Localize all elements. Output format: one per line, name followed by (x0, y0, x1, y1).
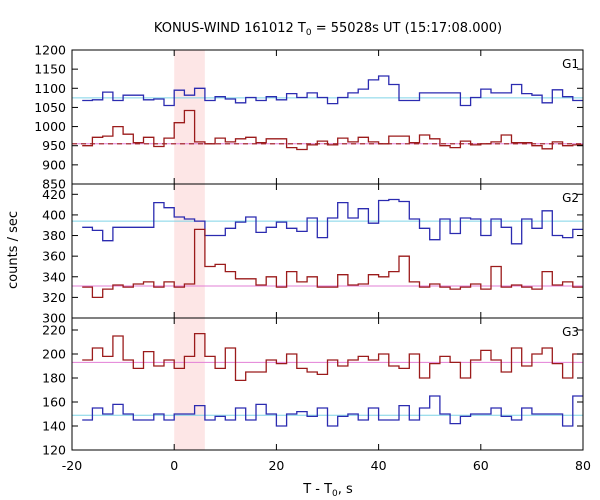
series-g2-0 (82, 198, 583, 245)
panel-label-g1: G1 (562, 57, 579, 71)
x-tick-label: -20 (62, 458, 82, 473)
panel-label-g2: G2 (562, 191, 579, 205)
x-tick-label: 80 (575, 458, 591, 473)
y-tick-label: 1150 (34, 62, 66, 77)
y-tick-label: 320 (42, 290, 66, 305)
y-tick-label: 200 (42, 347, 66, 362)
panel-frame-g2 (71, 183, 584, 319)
series-g2-1 (82, 228, 583, 299)
y-tick-label: 900 (42, 157, 66, 172)
series-g3-1 (82, 395, 583, 427)
title-prefix: KONUS-WIND 161012 T (154, 21, 306, 36)
panel-g1: 850 900 950 1000 1050 1100 1150 1200 G1 (34, 43, 584, 192)
y-tick-label: 1100 (34, 81, 66, 96)
x-tick-label: 40 (371, 458, 387, 473)
y-tick-label: 220 (42, 323, 66, 338)
panel-frame-g1 (71, 49, 584, 185)
y-tick-label: 340 (42, 269, 66, 284)
xlabel-subscript: 0 (332, 489, 338, 499)
y-tick-label: 420 (42, 187, 66, 202)
title-suffix: = 55028s UT (15:17:08.000) (312, 21, 502, 36)
panel-label-g3: G3 (562, 325, 579, 339)
y-tick-label: 400 (42, 207, 66, 222)
y-tick-label: 140 (42, 419, 66, 434)
y-tick-label: 360 (42, 249, 66, 264)
y-tick-label: 160 (42, 395, 66, 410)
panel-g2: 300 320 340 360 380 400 420 G2 (42, 183, 584, 326)
panel-frame-g3 (71, 317, 584, 451)
x-tick-label: 20 (268, 458, 284, 473)
y-tick-label: 380 (42, 228, 66, 243)
title-subscript: 0 (306, 28, 312, 38)
y-tick-label: 180 (42, 371, 66, 386)
y-tick-label: 300 (42, 311, 66, 326)
chart-title: KONUS-WIND 161012 T0 = 55028s UT (15:17:… (154, 21, 502, 38)
x-axis-ticks: -20 0 20 40 60 80 (62, 50, 591, 473)
x-tick-label: 60 (473, 458, 489, 473)
series-g3-0 (82, 332, 583, 382)
x-axis-label: T - T0, s (302, 482, 353, 499)
panels-group: 850 900 950 1000 1050 1100 1150 1200 G1 300 320 340… (34, 43, 584, 458)
x-tick-label: 0 (170, 458, 178, 473)
y-tick-label: 1200 (34, 43, 66, 58)
panel-g3: 120 140 160 180 200 220 G3 (42, 317, 584, 458)
y-tick-label: 950 (42, 138, 66, 153)
y-axis-label: counts / sec (6, 211, 21, 289)
y-tick-label: 120 (42, 443, 66, 458)
y-tick-label: 1000 (34, 119, 66, 134)
y-tick-label: 850 (42, 177, 66, 192)
y-tick-label: 1050 (34, 100, 66, 115)
highlight-band (174, 50, 205, 450)
series-g1-0 (82, 75, 583, 107)
series-g1-1 (82, 109, 583, 151)
xlabel-suffix: , s (338, 482, 353, 497)
xlabel-prefix: T - T (302, 482, 332, 497)
